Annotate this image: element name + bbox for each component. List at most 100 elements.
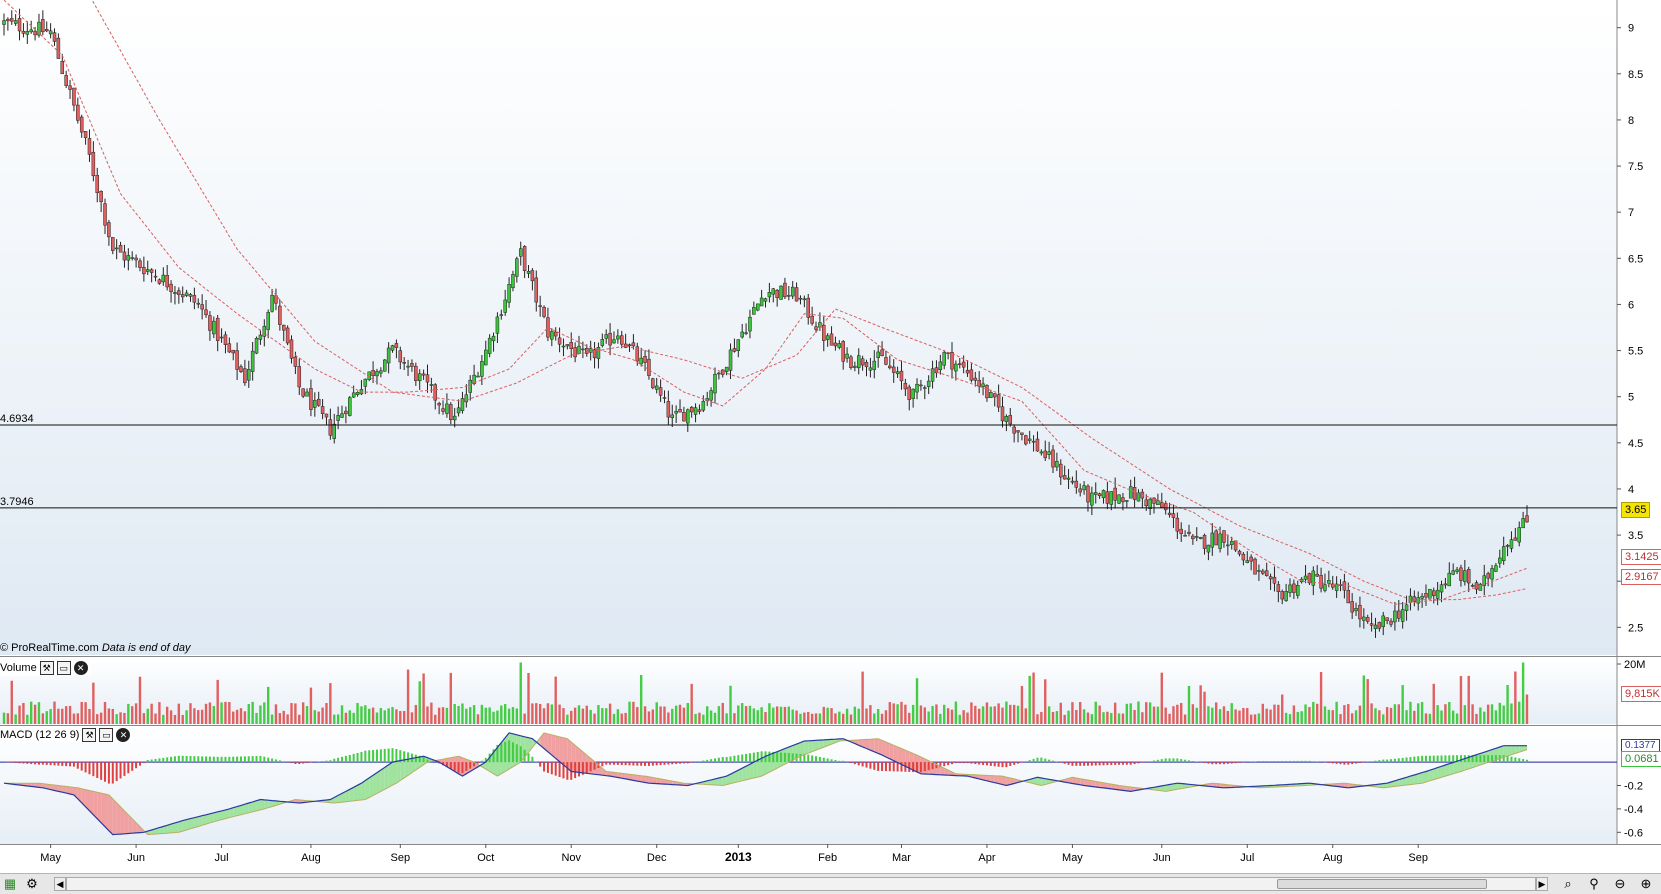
candle-body[interactable] (628, 345, 631, 346)
candle-body[interactable] (985, 385, 988, 397)
candle-body[interactable] (651, 379, 654, 388)
candle-body[interactable] (1281, 591, 1284, 599)
candle-body[interactable] (53, 33, 56, 42)
candle-body[interactable] (239, 367, 242, 372)
candle-body[interactable] (383, 360, 386, 371)
candle-body[interactable] (1187, 532, 1190, 533)
candle-body[interactable] (251, 351, 254, 371)
candle-body[interactable] (908, 387, 911, 400)
candle-body[interactable] (760, 298, 763, 306)
candle-body[interactable] (1195, 536, 1198, 537)
candle-body[interactable] (982, 384, 985, 387)
horizontal-scrollbar[interactable] (66, 877, 1536, 891)
candle-body[interactable] (1405, 605, 1408, 611)
candle-body[interactable] (1114, 488, 1117, 500)
candle-body[interactable] (1164, 504, 1167, 510)
candle-body[interactable] (993, 394, 996, 397)
candle-body[interactable] (698, 410, 701, 412)
candle-body[interactable] (640, 358, 643, 364)
candle-body[interactable] (1428, 589, 1431, 598)
candle-body[interactable] (601, 339, 604, 345)
candle-body[interactable] (1059, 464, 1062, 477)
candle-body[interactable] (1168, 513, 1171, 515)
candle-body[interactable] (1436, 590, 1439, 598)
chart-type-icon[interactable]: ▦ (2, 876, 18, 892)
candle-body[interactable] (1063, 475, 1066, 479)
candle-body[interactable] (372, 370, 375, 375)
candle-body[interactable] (282, 325, 285, 330)
candle-body[interactable] (1044, 451, 1047, 458)
candle-body[interactable] (558, 338, 561, 344)
candle-body[interactable] (465, 395, 468, 402)
candle-body[interactable] (562, 346, 565, 347)
candle-body[interactable] (6, 19, 9, 21)
candle-body[interactable] (1184, 535, 1187, 536)
candle-body[interactable] (61, 61, 64, 74)
candle-body[interactable] (391, 346, 394, 351)
candle-body[interactable] (1401, 610, 1404, 622)
candle-body[interactable] (566, 344, 569, 346)
candle-body[interactable] (861, 359, 864, 365)
candle-body[interactable] (1215, 531, 1218, 545)
close-icon[interactable]: ✕ (116, 728, 130, 742)
candle-body[interactable] (515, 259, 518, 277)
candle-body[interactable] (1448, 573, 1451, 586)
candle-body[interactable] (869, 368, 872, 370)
candle-body[interactable] (449, 404, 452, 419)
candle-body[interactable] (519, 249, 522, 257)
zoom-area-icon[interactable]: ⚲ (1586, 876, 1602, 892)
candle-body[interactable] (69, 86, 72, 90)
candle-body[interactable] (375, 371, 378, 375)
candle-body[interactable] (663, 397, 666, 398)
candle-body[interactable] (900, 371, 903, 381)
candle-body[interactable] (1498, 558, 1501, 563)
candle-body[interactable] (426, 375, 429, 382)
candle-body[interactable] (337, 415, 340, 420)
candle-body[interactable] (791, 287, 794, 296)
candle-body[interactable] (1024, 436, 1027, 444)
candle-body[interactable] (1316, 574, 1319, 576)
candle-body[interactable] (745, 333, 748, 334)
candle-body[interactable] (341, 414, 344, 418)
candle-body[interactable] (88, 138, 91, 154)
candle-body[interactable] (1285, 591, 1288, 600)
candle-body[interactable] (904, 383, 907, 389)
candle-body[interactable] (135, 258, 138, 260)
candle-body[interactable] (1149, 499, 1152, 509)
candle-body[interactable] (138, 261, 141, 268)
candle-body[interactable] (469, 380, 472, 392)
candle-body[interactable] (1351, 601, 1354, 612)
candle-body[interactable] (997, 395, 1000, 407)
candle-body[interactable] (826, 336, 829, 340)
candle-body[interactable] (581, 349, 584, 350)
candle-body[interactable] (1086, 486, 1089, 502)
candle-body[interactable] (442, 409, 445, 412)
candle-body[interactable] (201, 305, 204, 310)
candle-body[interactable] (430, 384, 433, 385)
candle-body[interactable] (1001, 407, 1004, 421)
candle-body[interactable] (1055, 461, 1058, 467)
candle-body[interactable] (1250, 557, 1253, 561)
candle-body[interactable] (410, 363, 413, 366)
candle-body[interactable] (1176, 518, 1179, 531)
candle-body[interactable] (1219, 534, 1222, 549)
candle-body[interactable] (612, 340, 615, 343)
candle-body[interactable] (1125, 500, 1128, 501)
candle-body[interactable] (896, 372, 899, 374)
wrench-icon[interactable]: ⚒ (82, 728, 96, 742)
candle-body[interactable] (1471, 585, 1474, 586)
candle-body[interactable] (243, 369, 246, 383)
candle-body[interactable] (733, 348, 736, 351)
candle-body[interactable] (1254, 559, 1257, 574)
candle-body[interactable] (115, 248, 118, 249)
candle-body[interactable] (294, 357, 297, 366)
candle-body[interactable] (387, 348, 390, 363)
candle-body[interactable] (888, 366, 891, 368)
candle-body[interactable] (834, 343, 837, 346)
candle-body[interactable] (236, 351, 239, 370)
candle-body[interactable] (849, 357, 852, 368)
candle-body[interactable] (1358, 605, 1361, 619)
candle-body[interactable] (1397, 611, 1400, 618)
candle-body[interactable] (679, 409, 682, 412)
candle-body[interactable] (1040, 452, 1043, 453)
